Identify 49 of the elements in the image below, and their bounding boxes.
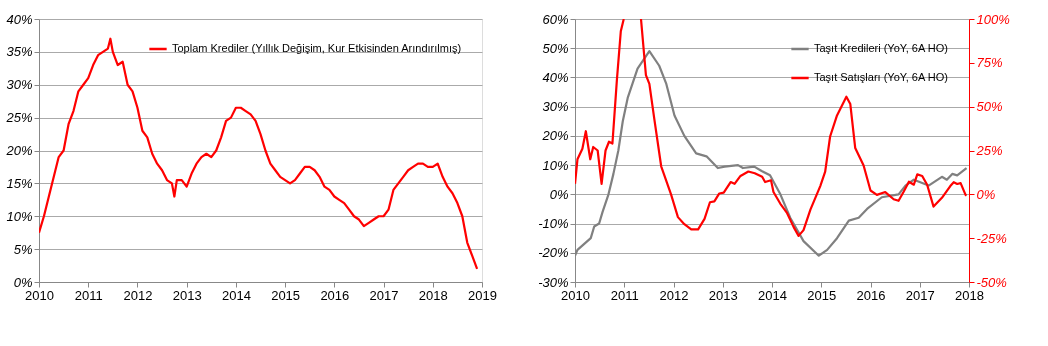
y-tick-label: 5% bbox=[13, 241, 33, 257]
x-tick-label: 2011 bbox=[610, 287, 639, 303]
y-tick-label: 15% bbox=[6, 175, 33, 191]
y-tick-label: 40% bbox=[542, 69, 569, 85]
y2-tick-label: -25% bbox=[976, 230, 1007, 246]
y-tick-label: 0% bbox=[13, 274, 33, 290]
x-tick-label: 2017 bbox=[369, 287, 399, 303]
y-tick-label: -10% bbox=[538, 216, 569, 232]
y-tick-label: 0% bbox=[549, 186, 569, 202]
line-series bbox=[39, 37, 479, 270]
x-tick-label: 2016 bbox=[856, 287, 886, 303]
y-tick-label: 10% bbox=[542, 157, 569, 173]
x-tick-label: 2012 bbox=[659, 287, 689, 303]
x-tick-label: 2010 bbox=[25, 287, 54, 303]
legend-label: Taşıt Kredileri (YoY, 6A HO) bbox=[814, 42, 948, 54]
y-tick-label: 30% bbox=[6, 77, 33, 93]
y2-tick-label: 25% bbox=[975, 143, 1003, 158]
y-tick-label: 25% bbox=[5, 110, 33, 126]
x-tick-label: 2018 bbox=[955, 287, 984, 303]
x-tick-label: 2017 bbox=[905, 287, 935, 303]
x-tick-label: 2018 bbox=[418, 287, 448, 303]
x-tick-label: 2013 bbox=[172, 287, 202, 303]
y2-tick-label: -50% bbox=[976, 274, 1007, 290]
y-tick-label: 30% bbox=[542, 99, 569, 115]
y2-tick-label: 0% bbox=[976, 186, 996, 202]
x-tick-label: 2014 bbox=[221, 287, 251, 303]
x-tick-label: 2016 bbox=[320, 287, 350, 303]
y-tick-label: 50% bbox=[542, 40, 569, 56]
y2-tick-label: 75% bbox=[976, 55, 1003, 71]
y2-tick-label: 50% bbox=[976, 99, 1003, 115]
y-tick-label: 35% bbox=[6, 44, 33, 60]
x-tick-label: 2019 bbox=[468, 287, 497, 303]
y2-tick-label: 100% bbox=[976, 11, 1010, 27]
x-tick-label: 2013 bbox=[708, 287, 738, 303]
y-tick-label: -30% bbox=[538, 274, 569, 290]
y-tick-label: 60% bbox=[542, 11, 569, 27]
legend-label: Toplam Krediler (Yıllık Değişim, Kur Etkisinden Arındırılmış) bbox=[172, 42, 462, 54]
y-tick-label: 20% bbox=[541, 128, 569, 144]
y-tick-label: 40% bbox=[6, 11, 33, 27]
y-tick-label: -20% bbox=[538, 245, 569, 261]
x-tick-label: 2010 bbox=[561, 287, 590, 303]
legend-label: Taşıt Satışları (YoY, 6A HO) bbox=[814, 71, 948, 83]
x-tick-label: 2014 bbox=[758, 287, 787, 303]
x-tick-label: 2015 bbox=[807, 287, 837, 303]
x-tick-label: 2011 bbox=[74, 287, 103, 303]
x-tick-label: 2012 bbox=[123, 287, 153, 303]
y-tick-label: 20% bbox=[5, 143, 33, 158]
x-tick-label: 2015 bbox=[271, 287, 301, 303]
y-tick-label: 10% bbox=[6, 208, 33, 224]
